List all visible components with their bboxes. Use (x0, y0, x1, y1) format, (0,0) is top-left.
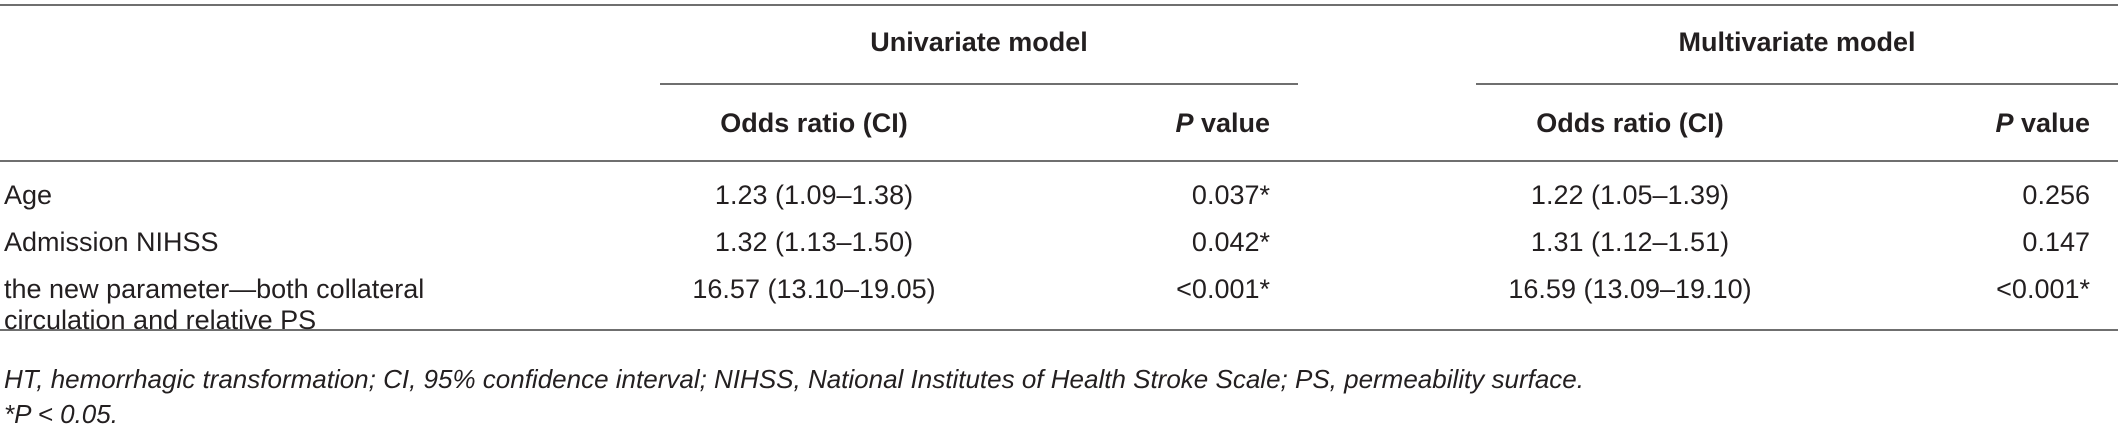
cell-multi-p-nihss: 0.147 (2022, 227, 2090, 257)
subheader-multi-odds-ratio: Odds ratio (CI) (1536, 108, 1724, 138)
cell-multi-or-nihss: 1.31 (1.12–1.51) (1530, 227, 1730, 257)
group-header-univariate: Univariate model (870, 27, 1088, 57)
row-label-new-parameter-line1: the new parameter—both collateral (4, 274, 425, 304)
subheader-uni-p-value: P value (1070, 106, 1270, 140)
cell-multi-p-new-parameter: <0.001* (1996, 274, 2090, 304)
p-letter: P (1995, 108, 2014, 138)
multivariate-group-rule (1476, 83, 2118, 85)
table-bottom-rule (0, 329, 2118, 331)
table-top-rule (0, 4, 2118, 6)
univariate-group-rule (660, 83, 1298, 85)
cell-uni-p-age: 0.037* (1191, 180, 1270, 210)
subheader-uni-odds-ratio: Odds ratio (CI) (720, 108, 908, 138)
cell-uni-p-nihss: 0.042* (1191, 227, 1270, 257)
footnote-significance: *P < 0.05. (4, 399, 118, 429)
cell-uni-or-age: 1.23 (1.09–1.38) (714, 180, 914, 210)
cell-uni-or-new-parameter: 16.57 (13.10–19.05) (692, 274, 936, 304)
p-letter: P (1175, 108, 1194, 138)
header-bottom-rule (0, 160, 2118, 162)
cell-multi-or-age: 1.22 (1.05–1.39) (1530, 180, 1730, 210)
p-suffix: value (1193, 108, 1270, 138)
cell-uni-or-nihss: 1.32 (1.13–1.50) (714, 227, 914, 257)
cell-multi-p-age: 0.256 (2022, 180, 2090, 210)
row-label-age: Age (4, 180, 53, 210)
group-header-multivariate: Multivariate model (1678, 27, 1916, 57)
row-label-new-parameter-line2: circulation and relative PS (4, 305, 317, 335)
cell-uni-p-new-parameter: <0.001* (1176, 274, 1270, 304)
cell-multi-or-new-parameter: 16.59 (13.09–19.10) (1508, 274, 1752, 304)
p-suffix: value (2013, 108, 2090, 138)
row-label-admission-nihss: Admission NIHSS (4, 227, 219, 257)
subheader-multi-p-value: P value (1890, 106, 2090, 140)
footnote-abbreviations: HT, hemorrhagic transformation; CI, 95% … (4, 364, 1584, 394)
